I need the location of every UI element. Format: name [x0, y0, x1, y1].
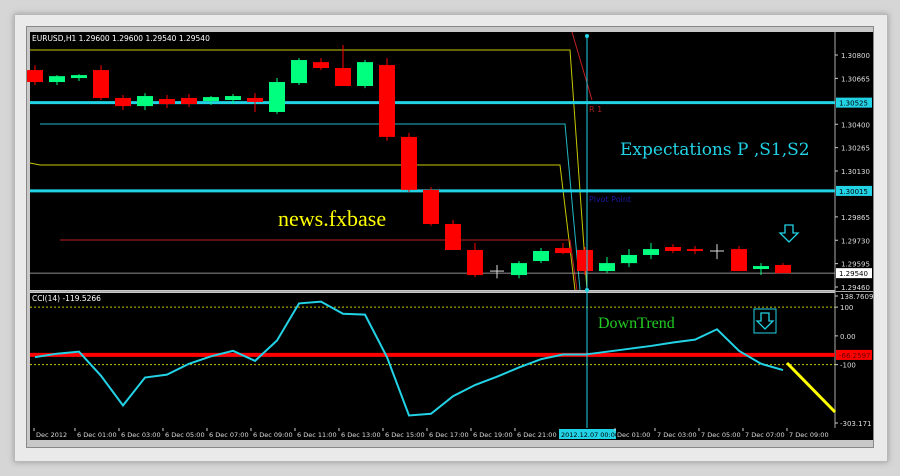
candle-body [665, 247, 681, 251]
cci-panel [30, 293, 835, 428]
trend-line-drawing [785, 361, 837, 414]
time-label: 6 Dec 01:00 [77, 431, 117, 439]
candle-body [731, 249, 747, 272]
cursor-time-label: 2012.12.07 00:00 [561, 431, 619, 439]
candle-body [93, 70, 109, 98]
price-level-tag [836, 185, 872, 196]
time-label: 6 Dec 11:00 [297, 431, 337, 439]
candle-body [203, 97, 219, 102]
candle-body [269, 82, 285, 112]
time-axis [30, 428, 873, 440]
candle-body [225, 96, 241, 101]
price-tick-label: 1.30130 [841, 168, 870, 176]
arrow-box [753, 308, 777, 334]
cci-level-tag [836, 349, 872, 360]
time-label: 6 Dec 13:00 [341, 431, 381, 439]
cci-tick-label: -100 [840, 362, 856, 370]
price-tick-label: 1.30665 [841, 75, 870, 83]
candle-body [357, 62, 373, 87]
main-chart-area [30, 32, 835, 290]
candle-body [599, 263, 615, 272]
price-tick-label: 1.29460 [841, 284, 870, 292]
price-tick-label: 1.29595 [841, 261, 870, 269]
envelope-line [40, 123, 581, 291]
price-tick-label: 1.30800 [841, 52, 870, 60]
candle-body [335, 68, 351, 87]
cci-tick-label: 100 [840, 304, 853, 312]
cursor-time-tag [559, 429, 616, 439]
envelope-line [30, 49, 588, 291]
candle-body [577, 249, 593, 272]
candle-body [643, 249, 659, 255]
envelope-line [29, 162, 576, 291]
price-tick-label: 1.29865 [841, 214, 870, 222]
candle-body [445, 223, 461, 250]
cci-tick-label: 0.00 [840, 333, 856, 341]
downtrend-annotation: DownTrend [598, 315, 675, 332]
price-tick-label: 1.30400 [841, 121, 870, 129]
expectations-annotation: Expectations P ,S1,S2 [620, 140, 810, 160]
time-label: 7 Dec 09:00 [789, 431, 829, 439]
candle-body [115, 97, 131, 107]
time-label: 6 Dec 21:00 [517, 431, 557, 439]
time-label: 7 Dec 05:00 [701, 431, 741, 439]
current-price-tag [836, 268, 872, 279]
candle-body [401, 136, 417, 190]
candle-body [247, 97, 263, 102]
candle-body [511, 263, 527, 276]
time-label: 6 Dec 17:00 [429, 431, 469, 439]
time-label: 6 Dec 05:00 [165, 431, 205, 439]
time-label: 6 Dec 15:00 [385, 431, 425, 439]
time-label: 6 Dec 03:00 [121, 431, 161, 439]
boxed-down-arrow-icon [755, 312, 775, 330]
candle-body [775, 265, 791, 274]
pivot-label: Pivot Point [589, 195, 632, 204]
candle-body [291, 60, 307, 84]
candle-body [313, 62, 329, 69]
price-tick-label: 1.29730 [841, 237, 870, 245]
down-arrow-icon [778, 224, 800, 243]
time-label: Dec 2012 [36, 431, 67, 439]
price-level-tag [836, 97, 872, 108]
time-label: Dec 01:00 [617, 431, 650, 439]
candle-body [687, 249, 703, 251]
envelope-line [571, 31, 593, 101]
candle-body [555, 248, 571, 254]
candle-body [27, 70, 43, 83]
candle-body [379, 65, 395, 137]
price-level-tag-label: 1.30525 [839, 100, 868, 108]
time-label: 6 Dec 07:00 [209, 431, 249, 439]
crosshair-handle [585, 34, 589, 38]
time-label: 6 Dec 19:00 [473, 431, 513, 439]
candle-body [71, 75, 87, 79]
crosshair-handle [585, 288, 589, 292]
candle-body [181, 97, 197, 105]
indicator-header: CCI(14) -119.5266 [32, 294, 101, 303]
r1-label: R 1 [589, 105, 603, 114]
current-price-label: 1.29540 [839, 270, 868, 278]
candle-body [137, 96, 153, 107]
candle-body [753, 266, 769, 269]
price-level-tag-label: 1.30015 [839, 188, 868, 196]
time-label: 7 Dec 03:00 [657, 431, 697, 439]
candle-body [467, 249, 483, 276]
candle-body [49, 76, 65, 83]
candle-body [621, 254, 637, 264]
cci-tick-label: 138.7609 [840, 293, 873, 301]
candle-body [159, 98, 175, 105]
watermark-text: news.fxbase [278, 206, 387, 231]
candle-body [423, 189, 439, 224]
cci-level-tag-label: -66.2597 [839, 352, 870, 360]
symbol-header: EURUSD,H1 1.29600 1.29600 1.29540 1.2954… [32, 34, 210, 43]
time-label: 6 Dec 09:00 [253, 431, 293, 439]
price-tick-label: 1.30265 [841, 145, 870, 153]
cci-tick-label: -303.171 [840, 420, 871, 428]
time-label: 7 Dec 07:00 [745, 431, 785, 439]
candle-body [533, 250, 549, 262]
